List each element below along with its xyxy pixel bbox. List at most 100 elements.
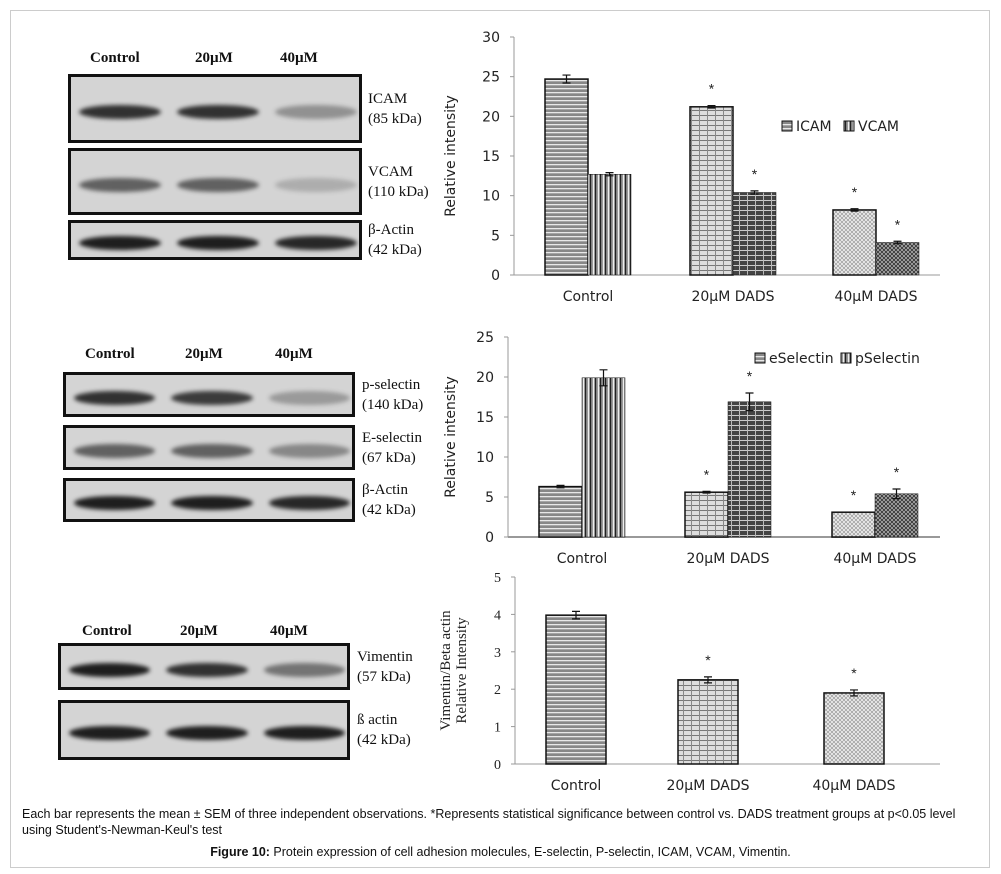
legend-label: pSelectin <box>855 351 920 367</box>
bar-pSelectin <box>581 377 626 538</box>
y-tick-label: 0 <box>494 758 501 773</box>
bar-value <box>823 692 885 765</box>
bar-value <box>677 679 739 765</box>
y-tick-label: 3 <box>494 646 501 661</box>
blot-panel <box>68 74 362 143</box>
x-tick-label: 40µM DADS <box>834 289 917 305</box>
y-tick-label: 15 <box>476 410 494 426</box>
error-bar <box>556 484 565 489</box>
y-axis-label: Relative Intensity <box>454 617 470 724</box>
lane-label: 20µM <box>180 623 218 639</box>
lane-label: 40µM <box>280 50 318 66</box>
protein-name: E-selectin <box>362 429 422 446</box>
protein-band <box>177 236 259 250</box>
bar-VCAM <box>587 173 632 276</box>
lane-label: 20µM <box>195 50 233 66</box>
blot-label: ICAM (85 kDa) <box>368 89 422 129</box>
x-tick-label: Control <box>563 289 614 305</box>
blot-panel <box>63 425 355 470</box>
lane-label: 40µM <box>270 623 308 639</box>
figure-label: Figure 10: <box>210 845 270 859</box>
y-tick-label: 15 <box>482 149 500 165</box>
blot-panel <box>63 478 355 522</box>
legend-swatch <box>840 352 852 364</box>
y-tick-label: 0 <box>491 268 500 284</box>
x-tick-label: 20µM DADS <box>686 551 769 567</box>
error-bar <box>850 689 858 697</box>
y-tick-label: 2 <box>494 683 501 698</box>
y-tick-label: 5 <box>485 490 494 506</box>
significance-marker: * <box>852 184 858 200</box>
protein-name: β-Actin <box>368 222 414 238</box>
significance-marker: * <box>752 166 758 182</box>
protein-band <box>263 726 345 740</box>
molecular-weight: (110 kDa) <box>368 183 429 200</box>
legend-label: eSelectin <box>769 351 834 367</box>
protein-band <box>268 496 350 510</box>
protein-band <box>171 496 253 510</box>
protein-band <box>79 177 161 192</box>
blot-panel <box>58 643 350 690</box>
blot-panel <box>58 700 350 760</box>
y-tick-label: 25 <box>476 330 494 346</box>
molecular-weight: (42 kDa) <box>368 242 422 258</box>
error-bar <box>562 74 571 84</box>
y-axis-label: Relative intensity <box>443 376 459 498</box>
protein-band <box>69 726 151 740</box>
lane-label: 40µM <box>275 346 313 362</box>
protein-band <box>171 443 253 458</box>
blot-label: β-Actin (42 kDa) <box>368 220 422 260</box>
bar-ICAM <box>689 106 734 276</box>
legend-swatch <box>781 120 793 132</box>
legend-swatch <box>843 120 855 132</box>
bar-eSelectin <box>831 511 876 538</box>
protein-band <box>268 443 350 458</box>
bar-eSelectin <box>538 485 583 538</box>
error-bar <box>893 240 902 245</box>
molecular-weight: (42 kDa) <box>357 732 411 748</box>
significance-marker: * <box>851 665 857 681</box>
figure-title: Protein expression of cell adhesion mole… <box>269 845 791 859</box>
protein-band <box>69 662 151 677</box>
significance-marker: * <box>709 81 715 97</box>
legend-label: VCAM <box>858 119 899 135</box>
figure-frame <box>10 10 990 868</box>
y-tick-label: 20 <box>482 109 500 125</box>
blot-label: ß actin (42 kDa) <box>357 710 411 750</box>
bar-pSelectin <box>727 401 772 538</box>
protein-band <box>275 236 357 250</box>
error-bar <box>599 369 608 387</box>
molecular-weight: (140 kDa) <box>362 396 424 413</box>
protein-band <box>79 236 161 250</box>
x-tick-label: 40µM DADS <box>833 551 916 567</box>
lane-label: 20µM <box>185 346 223 362</box>
legend-label: ICAM <box>796 119 832 135</box>
blot-panel <box>68 220 362 260</box>
y-tick-label: 0 <box>485 530 494 546</box>
significance-marker: * <box>851 487 857 503</box>
chart-2: 0 5 10 15 20 25 Control 20µM DADS 40µM DADS Relat… <box>443 330 940 567</box>
y-tick-label: 20 <box>476 370 494 386</box>
y-tick-label: 30 <box>482 30 500 46</box>
blot-panel <box>63 372 355 417</box>
protein-band <box>177 177 259 192</box>
error-bar <box>850 208 859 212</box>
lane-label: Control <box>82 623 132 639</box>
x-tick-label: Control <box>557 551 608 567</box>
protein-band <box>166 726 248 740</box>
bar-eSelectin <box>684 491 729 538</box>
error-bar <box>572 610 580 620</box>
blot-label: p-selectin (140 kDa) <box>362 375 423 415</box>
error-bar <box>745 392 754 412</box>
y-tick-label: 4 <box>494 608 501 623</box>
x-tick-label: 20µM DADS <box>666 778 749 794</box>
lane-label: Control <box>85 346 135 362</box>
molecular-weight: (67 kDa) <box>362 449 416 466</box>
protein-band <box>275 177 357 192</box>
error-bar <box>704 676 712 684</box>
error-bar <box>707 105 716 109</box>
significance-marker: * <box>894 464 900 480</box>
y-tick-label: 10 <box>482 189 500 205</box>
y-tick-label: 1 <box>494 721 501 736</box>
